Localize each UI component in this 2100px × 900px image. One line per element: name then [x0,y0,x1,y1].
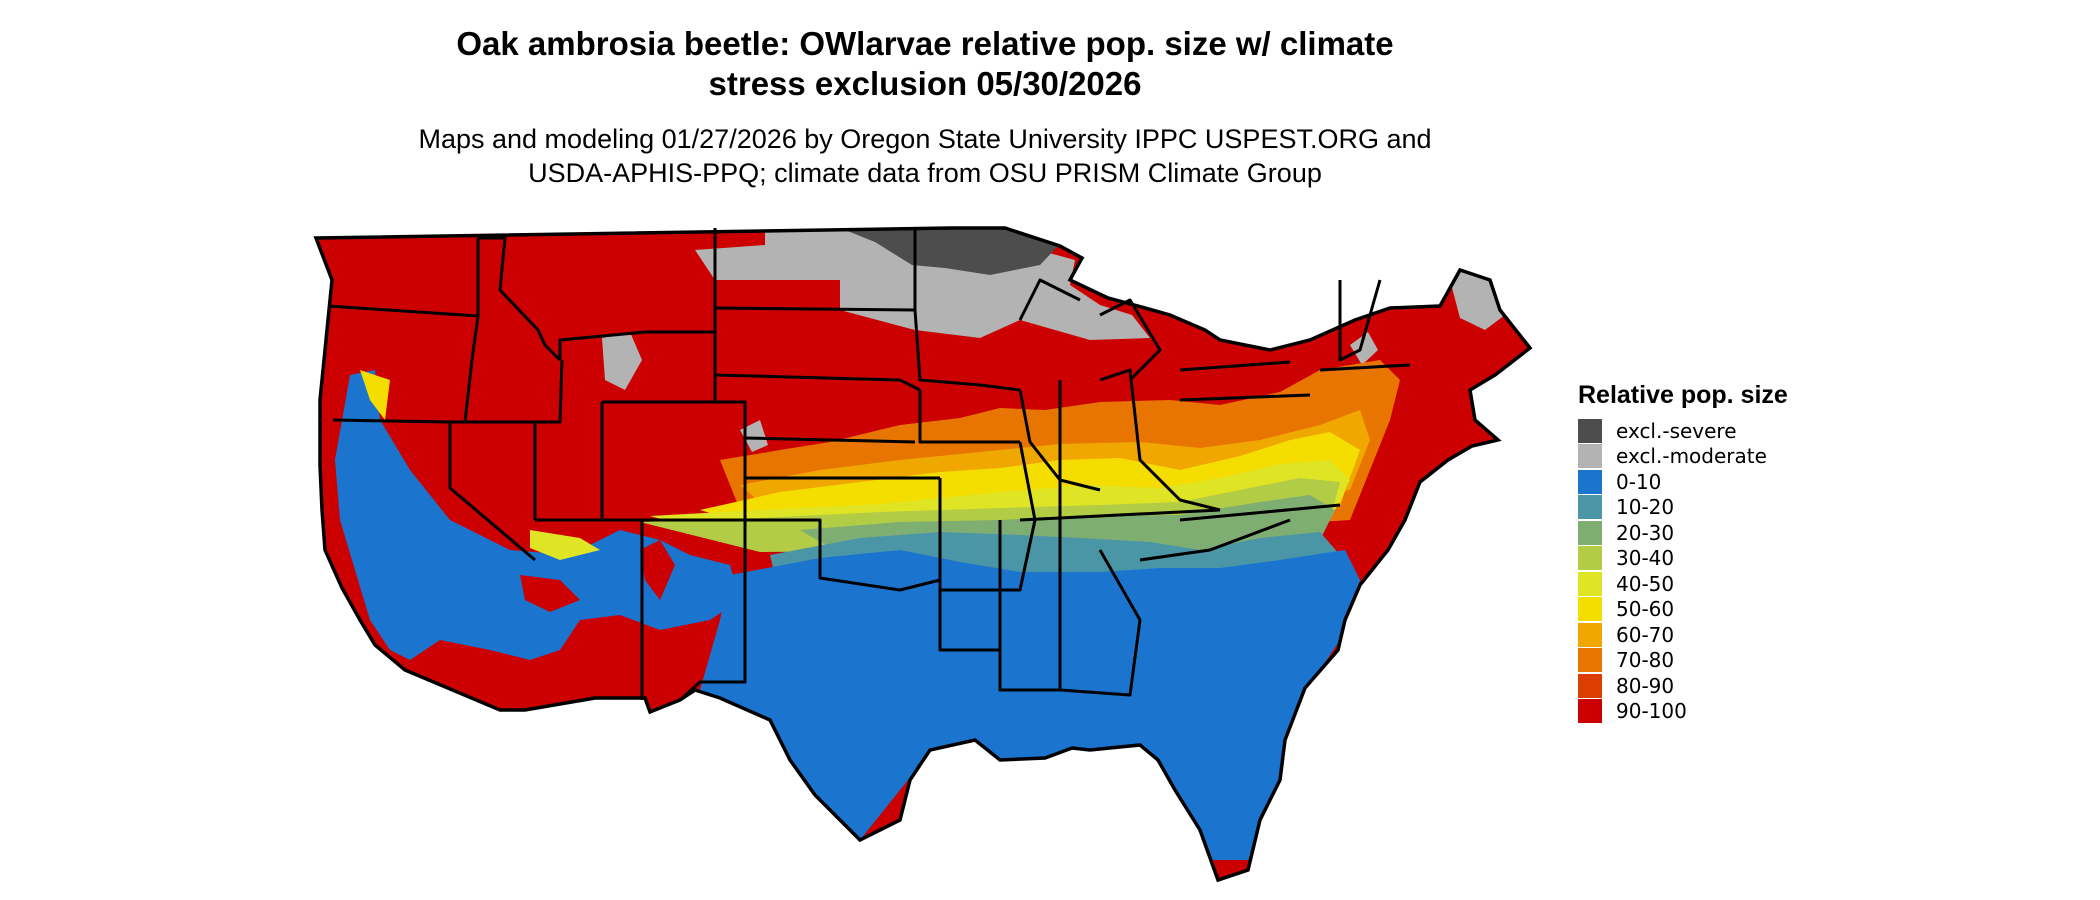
zone-excl-moderate-utah [740,420,768,452]
state-border-mi-lower [1099,298,1162,382]
map-legend: Relative pop. size excl.-severe excl.-mo… [1578,380,1788,724]
state-border-ma-ct [1319,363,1411,372]
map-subtitle-line-1: Maps and modeling 01/27/2026 by Oregon S… [418,124,1432,154]
map-subtitle-line-2: USDA-APHIS-PPQ; climate data from OSU PR… [528,158,1322,188]
legend-swatch [1578,571,1602,596]
legend-title: Relative pop. size [1578,381,1788,409]
state-border-or-ca [332,418,451,424]
state-border-nd-sd [714,306,916,312]
legend-label: 30-40 [1616,546,1675,571]
state-border-mo-ark [938,441,1037,592]
legend-item-excl-moderate: excl.-moderate [1578,444,1788,470]
legend-item-60-70: 60-70 [1578,622,1788,648]
legend-label: excl.-moderate [1616,444,1767,469]
legend-swatch [1578,469,1602,494]
legend-label: 20-30 [1616,520,1675,545]
state-border-ny-vt-nh [1338,279,1382,362]
state-border-in-oh [1058,380,1101,492]
state-border-co-ne [713,375,747,438]
state-border-wa-or [327,304,479,318]
state-border-sd-ne [714,373,921,392]
state-border-id-nv-ut [450,359,564,424]
legend-swatch [1578,444,1602,469]
state-border-mt-wy [558,330,717,375]
zone-excl-moderate-ny [1350,332,1378,365]
state-border-ga-sc-nc [1139,518,1291,562]
state-border-pa-md [1179,393,1311,402]
zone-0-10-az-red-island [520,575,580,612]
legend-label: excl.-severe [1616,418,1737,443]
state-border-tn-ga [1058,520,1142,697]
legend-swatch [1578,418,1602,443]
legend-label: 60-70 [1616,622,1675,647]
legend-swatch [1578,597,1602,622]
legend-label: 0-10 [1616,469,1662,494]
state-border-id-mt [478,236,562,362]
legend-swatch [1578,648,1602,673]
map-title-line-1: Oak ambrosia beetle: OWlarvae relative p… [456,25,1394,62]
state-border-mn [913,228,1021,392]
legend-item-excl-severe: excl.-severe [1578,418,1788,444]
legend-item-50-60: 50-60 [1578,597,1788,623]
state-border-il-in [1018,389,1062,520]
legend-label: 70-80 [1616,648,1675,673]
legend-label: 40-50 [1616,571,1675,596]
legend-swatch [1578,699,1602,724]
zone-0-10-southwest [335,370,740,660]
legend-item-20-30: 20-30 [1578,520,1788,546]
state-border-ne-ks [744,436,916,444]
legend-item-80-90: 80-90 [1578,673,1788,699]
legend-swatch [1578,673,1602,698]
zone-excl-severe [820,228,1060,275]
legend-swatch [1578,546,1602,571]
legend-label: 90-100 [1616,699,1687,724]
legend-item-0-10: 0-10 [1578,469,1788,495]
zone-0-10-south [700,550,1360,860]
state-border-va-nc [1179,503,1341,522]
legend-swatch [1578,495,1602,520]
legend-item-10-20: 10-20 [1578,495,1788,521]
state-border-or-id [463,315,480,423]
state-border-ar-la [938,590,1000,652]
us-population-map [314,226,1532,882]
state-border-oh-pa-wv [1099,368,1221,512]
legend-label: 80-90 [1616,673,1675,698]
legend-item-90-100: 90-100 [1578,699,1788,725]
legend-items: excl.-severe excl.-moderate 0-10 10-20 2… [1578,418,1788,724]
state-borders [327,228,1411,702]
map-title-line-2: stress exclusion 05/30/2026 [708,65,1142,102]
legend-swatch [1578,520,1602,545]
state-border-ok-tx [745,518,941,592]
map-subtitle: Maps and modeling 01/27/2026 by Oregon S… [0,122,1850,190]
population-raster [316,228,1530,880]
state-border-ia-mo [918,390,1020,444]
legend-label: 50-60 [1616,597,1675,622]
zone-50-60-southwest-fringe [360,370,390,420]
zone-excl-moderate-rockies [602,332,642,390]
map-title: Oak ambrosia beetle: OWlarvae relative p… [0,24,1850,104]
legend-item-40-50: 40-50 [1578,571,1788,597]
zone-40-50-az-fringe [530,530,600,560]
state-border-pa-ny [1179,360,1291,372]
legend-item-70-80: 70-80 [1578,648,1788,674]
legend-item-30-40: 30-40 [1578,546,1788,572]
state-border-tx-nm [678,520,747,702]
state-border-tn-ky [1019,508,1221,522]
legend-label: 10-20 [1616,495,1675,520]
state-border-wi-mi [1018,278,1081,321]
legend-swatch [1578,622,1602,647]
state-border-ca-nv [448,422,536,562]
zone-0-10-nm-red-island [640,540,675,600]
